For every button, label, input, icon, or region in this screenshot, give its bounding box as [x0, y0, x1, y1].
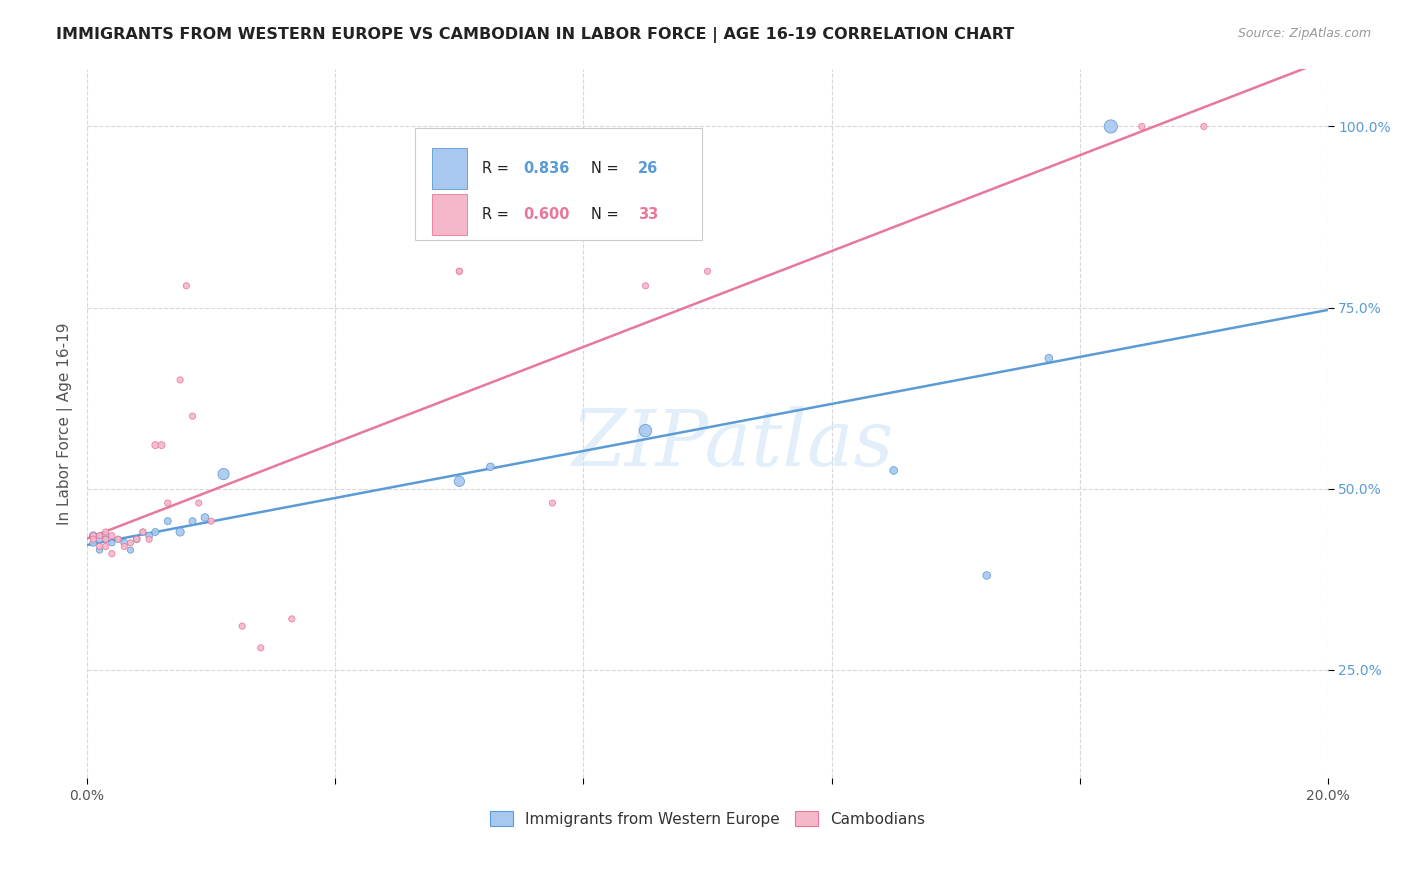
Point	[132, 524, 155, 539]
Point	[112, 536, 135, 550]
Point	[249, 640, 271, 655]
Text: Source: ZipAtlas.com: Source: ZipAtlas.com	[1237, 27, 1371, 40]
Point	[89, 528, 111, 542]
Point	[281, 612, 304, 626]
Point	[94, 524, 117, 539]
Text: 26: 26	[638, 161, 658, 176]
Point	[181, 514, 204, 528]
Text: N =: N =	[592, 161, 624, 176]
Text: N =: N =	[592, 207, 624, 222]
Point	[138, 533, 160, 547]
Point	[94, 528, 117, 542]
Point	[89, 543, 111, 558]
Point	[1192, 120, 1215, 134]
Point	[107, 533, 129, 547]
Point	[107, 533, 129, 547]
Point	[125, 533, 148, 547]
Point	[187, 496, 209, 510]
Point	[82, 533, 104, 547]
Point	[101, 528, 124, 542]
Point	[181, 409, 204, 424]
Point	[132, 524, 155, 539]
Point	[125, 533, 148, 547]
Point	[101, 547, 124, 561]
Point	[194, 510, 217, 524]
Point	[1130, 120, 1153, 134]
Point	[479, 459, 502, 474]
Point	[169, 524, 191, 539]
Text: IMMIGRANTS FROM WESTERN EUROPE VS CAMBODIAN IN LABOR FORCE | AGE 16-19 CORRELATI: IMMIGRANTS FROM WESTERN EUROPE VS CAMBOD…	[56, 27, 1015, 43]
Legend: Immigrants from Western Europe, Cambodians: Immigrants from Western Europe, Cambodia…	[482, 803, 932, 834]
Point	[143, 524, 166, 539]
Point	[1099, 120, 1122, 134]
Text: 0.600: 0.600	[523, 207, 569, 222]
Y-axis label: In Labor Force | Age 16-19: In Labor Force | Age 16-19	[58, 322, 73, 524]
Text: R =: R =	[482, 207, 513, 222]
Point	[1038, 351, 1060, 366]
Point	[120, 543, 142, 558]
Point	[634, 424, 657, 438]
Point	[120, 536, 142, 550]
Point	[138, 528, 160, 542]
Point	[449, 264, 471, 278]
Text: R =: R =	[482, 161, 513, 176]
Point	[82, 528, 104, 542]
Point	[696, 264, 718, 278]
Point	[94, 540, 117, 554]
Point	[143, 438, 166, 452]
Point	[200, 514, 222, 528]
Point	[89, 533, 111, 547]
Point	[231, 619, 253, 633]
Point	[101, 536, 124, 550]
Text: 0.836: 0.836	[523, 161, 569, 176]
Point	[449, 264, 471, 278]
Point	[449, 475, 471, 489]
Point	[150, 438, 173, 452]
Point	[883, 463, 905, 477]
Point	[976, 568, 998, 582]
Point	[89, 540, 111, 554]
Point	[156, 514, 179, 528]
Point	[176, 278, 198, 293]
Point	[94, 533, 117, 547]
Point	[541, 496, 564, 510]
Point	[82, 536, 104, 550]
Point	[156, 496, 179, 510]
Point	[169, 373, 191, 387]
Point	[112, 540, 135, 554]
Text: 33: 33	[638, 207, 658, 222]
Text: ZIPatlas: ZIPatlas	[571, 407, 894, 483]
Point	[634, 278, 657, 293]
Point	[82, 528, 104, 542]
Point	[212, 467, 235, 481]
Point	[94, 533, 117, 547]
